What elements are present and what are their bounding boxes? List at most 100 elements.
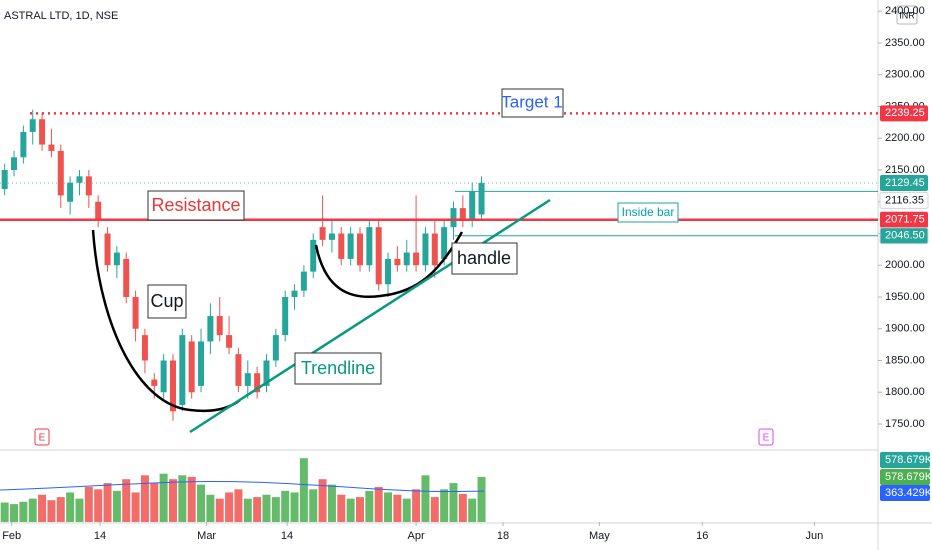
event-label: E	[39, 433, 46, 444]
x-tick-label: Apr	[408, 530, 425, 542]
x-tick-label: Feb	[2, 530, 21, 542]
currency-box	[896, 5, 918, 25]
candle-body	[104, 233, 111, 266]
volume-bar	[365, 490, 374, 522]
candle-body	[319, 227, 326, 240]
candle-body	[67, 182, 74, 202]
annotation: Inside bar	[622, 205, 675, 219]
chart-title: ASTRAL LTD, 1D, NSE	[4, 10, 118, 22]
candle-body	[57, 150, 64, 196]
candle-body	[141, 335, 148, 361]
y-tick-label: 2150.00	[885, 164, 925, 176]
event-marker	[758, 428, 774, 446]
annotation: handle	[457, 248, 511, 268]
candle-body	[366, 227, 373, 266]
candle-body	[20, 131, 27, 158]
y-tick-label: 1800.00	[885, 386, 925, 398]
volume-label: 578.679K	[885, 454, 932, 466]
volume-bar	[440, 489, 449, 522]
event-marker	[34, 428, 50, 446]
volume-bar	[56, 497, 65, 522]
candle-body	[198, 341, 205, 386]
volume-bar	[402, 498, 411, 522]
volume-bar	[112, 490, 121, 522]
candle-body	[188, 341, 195, 393]
volume-bar	[168, 479, 177, 522]
volume-bar	[150, 483, 159, 522]
candle-body	[291, 290, 298, 297]
volume-bar	[103, 483, 112, 522]
x-tick-label: May	[589, 530, 610, 542]
annotation-box	[294, 352, 382, 385]
volume-bar	[477, 476, 486, 522]
candle-body	[310, 239, 317, 272]
volume-bar	[299, 458, 308, 522]
candle-body	[300, 271, 307, 291]
candle-body	[263, 360, 270, 386]
candle-body	[132, 297, 139, 329]
y-tick-label: 1900.00	[885, 323, 925, 335]
x-tick-label: 16	[696, 530, 708, 542]
candle-body	[347, 233, 354, 259]
candle-body	[11, 157, 18, 170]
candle-body	[328, 233, 335, 240]
annotation: Cup	[150, 291, 183, 311]
candle-body	[385, 258, 392, 285]
candle-body	[450, 208, 457, 228]
candle-body	[431, 233, 438, 266]
volume-bar	[449, 483, 458, 522]
annotation: Resistance	[151, 195, 240, 215]
volume-bar	[374, 486, 383, 522]
price-label-box	[880, 211, 928, 228]
volume-bar	[253, 497, 262, 522]
volume-ma	[0, 480, 485, 493]
price-label: 2116.35	[885, 194, 924, 206]
volume-bar	[234, 489, 243, 522]
candle-body	[95, 201, 102, 221]
volume-bar	[318, 479, 327, 522]
annotation: Target 1	[501, 92, 562, 111]
price-label-box	[879, 191, 929, 209]
candle-body	[459, 208, 466, 221]
volume-bar	[337, 494, 346, 522]
annotation-box	[451, 242, 518, 275]
candle-body	[469, 191, 476, 221]
candle-body	[441, 227, 448, 259]
handle-curve	[314, 231, 464, 298]
candle-body	[403, 252, 410, 266]
volume-bar	[159, 473, 168, 522]
volume-label-box	[880, 452, 930, 468]
x-tick-label: 18	[497, 530, 509, 542]
volume-label: 578.679K	[885, 471, 932, 483]
volume-bar	[430, 497, 439, 522]
y-tick-label: 2350.00	[885, 37, 925, 49]
candle-body	[76, 176, 83, 183]
candle-body	[338, 233, 345, 259]
volume-bar	[262, 494, 271, 522]
volume-bar	[393, 494, 402, 522]
volume-bar	[421, 475, 430, 522]
volume-bar	[281, 490, 290, 522]
candle-body	[244, 373, 251, 386]
volume-bar	[412, 489, 421, 522]
annotation: Trendline	[301, 358, 375, 378]
candle-body	[375, 227, 382, 285]
currency: INR	[899, 10, 915, 20]
y-tick-label: 1750.00	[885, 418, 925, 430]
cup-curve	[91, 229, 241, 413]
candle-body	[160, 360, 167, 393]
volume-bar	[458, 493, 467, 522]
volume-bar	[384, 492, 393, 522]
candle-body	[226, 335, 233, 348]
volume-bar	[47, 500, 56, 522]
candle-body	[123, 258, 130, 297]
candle-body	[235, 354, 242, 386]
candle-body	[254, 373, 261, 393]
price-label: 2239.25	[885, 107, 925, 119]
annotation-box	[147, 190, 245, 221]
volume-bar	[187, 476, 196, 522]
volume-label: 363.429K	[885, 487, 932, 499]
volume-bar	[84, 486, 93, 522]
